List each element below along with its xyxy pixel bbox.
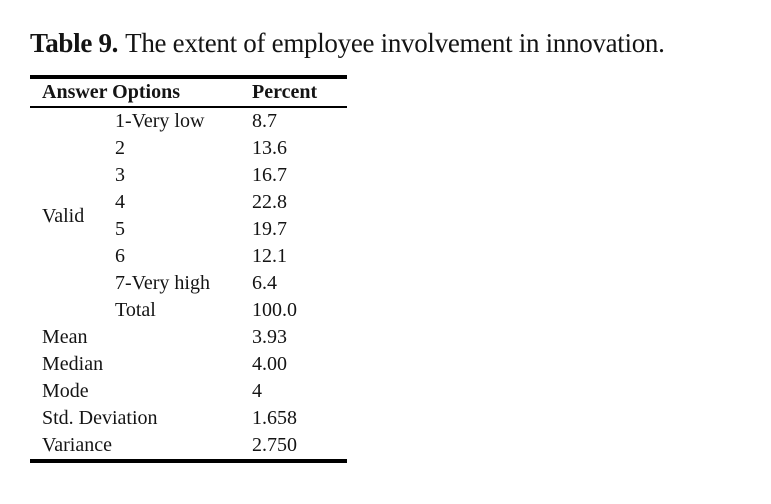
stat-value: 3.93 (252, 326, 287, 348)
column-header-percent: Percent (252, 77, 347, 108)
stat-value: 4 (252, 380, 262, 402)
option-row: Total 100.0 (30, 297, 347, 324)
option-label: 2 (115, 137, 125, 159)
option-label: 7-Very high (115, 272, 210, 294)
stat-label: Variance (42, 434, 112, 456)
option-label: 1-Very low (115, 110, 205, 132)
percent-value: 8.7 (252, 110, 277, 132)
option-label: 4 (115, 191, 125, 213)
stat-value: 1.658 (252, 407, 297, 429)
percent-value: 12.1 (252, 245, 287, 267)
stat-row: Median 4.00 (30, 351, 347, 378)
percent-value: 100.0 (252, 299, 297, 321)
percent-value: 16.7 (252, 164, 287, 186)
option-row: 3 16.7 (30, 162, 347, 189)
statistics-table: Answer Options Percent Valid 1-Very low … (30, 75, 347, 463)
option-row: 6 12.1 (30, 243, 347, 270)
stat-row: Variance 2.750 (30, 432, 347, 461)
stat-value: 4.00 (252, 353, 287, 375)
stat-label: Mean (42, 326, 88, 348)
option-row: Valid 1-Very low 8.7 (30, 107, 347, 227)
percent-value: 22.8 (252, 191, 287, 213)
option-row: 4 22.8 (30, 189, 347, 216)
stat-label: Median (42, 353, 104, 375)
option-row: 7-Very high 6.4 (30, 270, 347, 297)
option-label: 6 (115, 245, 125, 267)
option-label: Total (115, 299, 156, 321)
stat-label: Std. Deviation (42, 407, 158, 429)
stat-row: Mode 4 (30, 378, 347, 405)
table-caption: Table 9. The extent of employee involveme… (30, 26, 665, 60)
stat-value: 2.750 (252, 434, 297, 456)
option-label: 3 (115, 164, 125, 186)
stat-row: Mean 3.93 (30, 324, 347, 351)
stat-row: Std. Deviation 1.658 (30, 405, 347, 432)
valid-group-label: Valid (42, 204, 85, 227)
header-row: Answer Options Percent (30, 77, 347, 108)
table-caption-number: Table 9. (30, 28, 119, 58)
option-row: 2 13.6 (30, 135, 347, 162)
option-label: 5 (115, 218, 125, 240)
percent-value: 19.7 (252, 218, 287, 240)
option-row: 5 19.7 (30, 216, 347, 243)
percent-value: 6.4 (252, 272, 277, 294)
stat-label: Mode (42, 380, 89, 402)
table-caption-title: The extent of employee involvement in in… (125, 28, 665, 58)
column-header-answer-options: Answer Options (30, 77, 252, 108)
percent-value: 13.6 (252, 137, 287, 159)
